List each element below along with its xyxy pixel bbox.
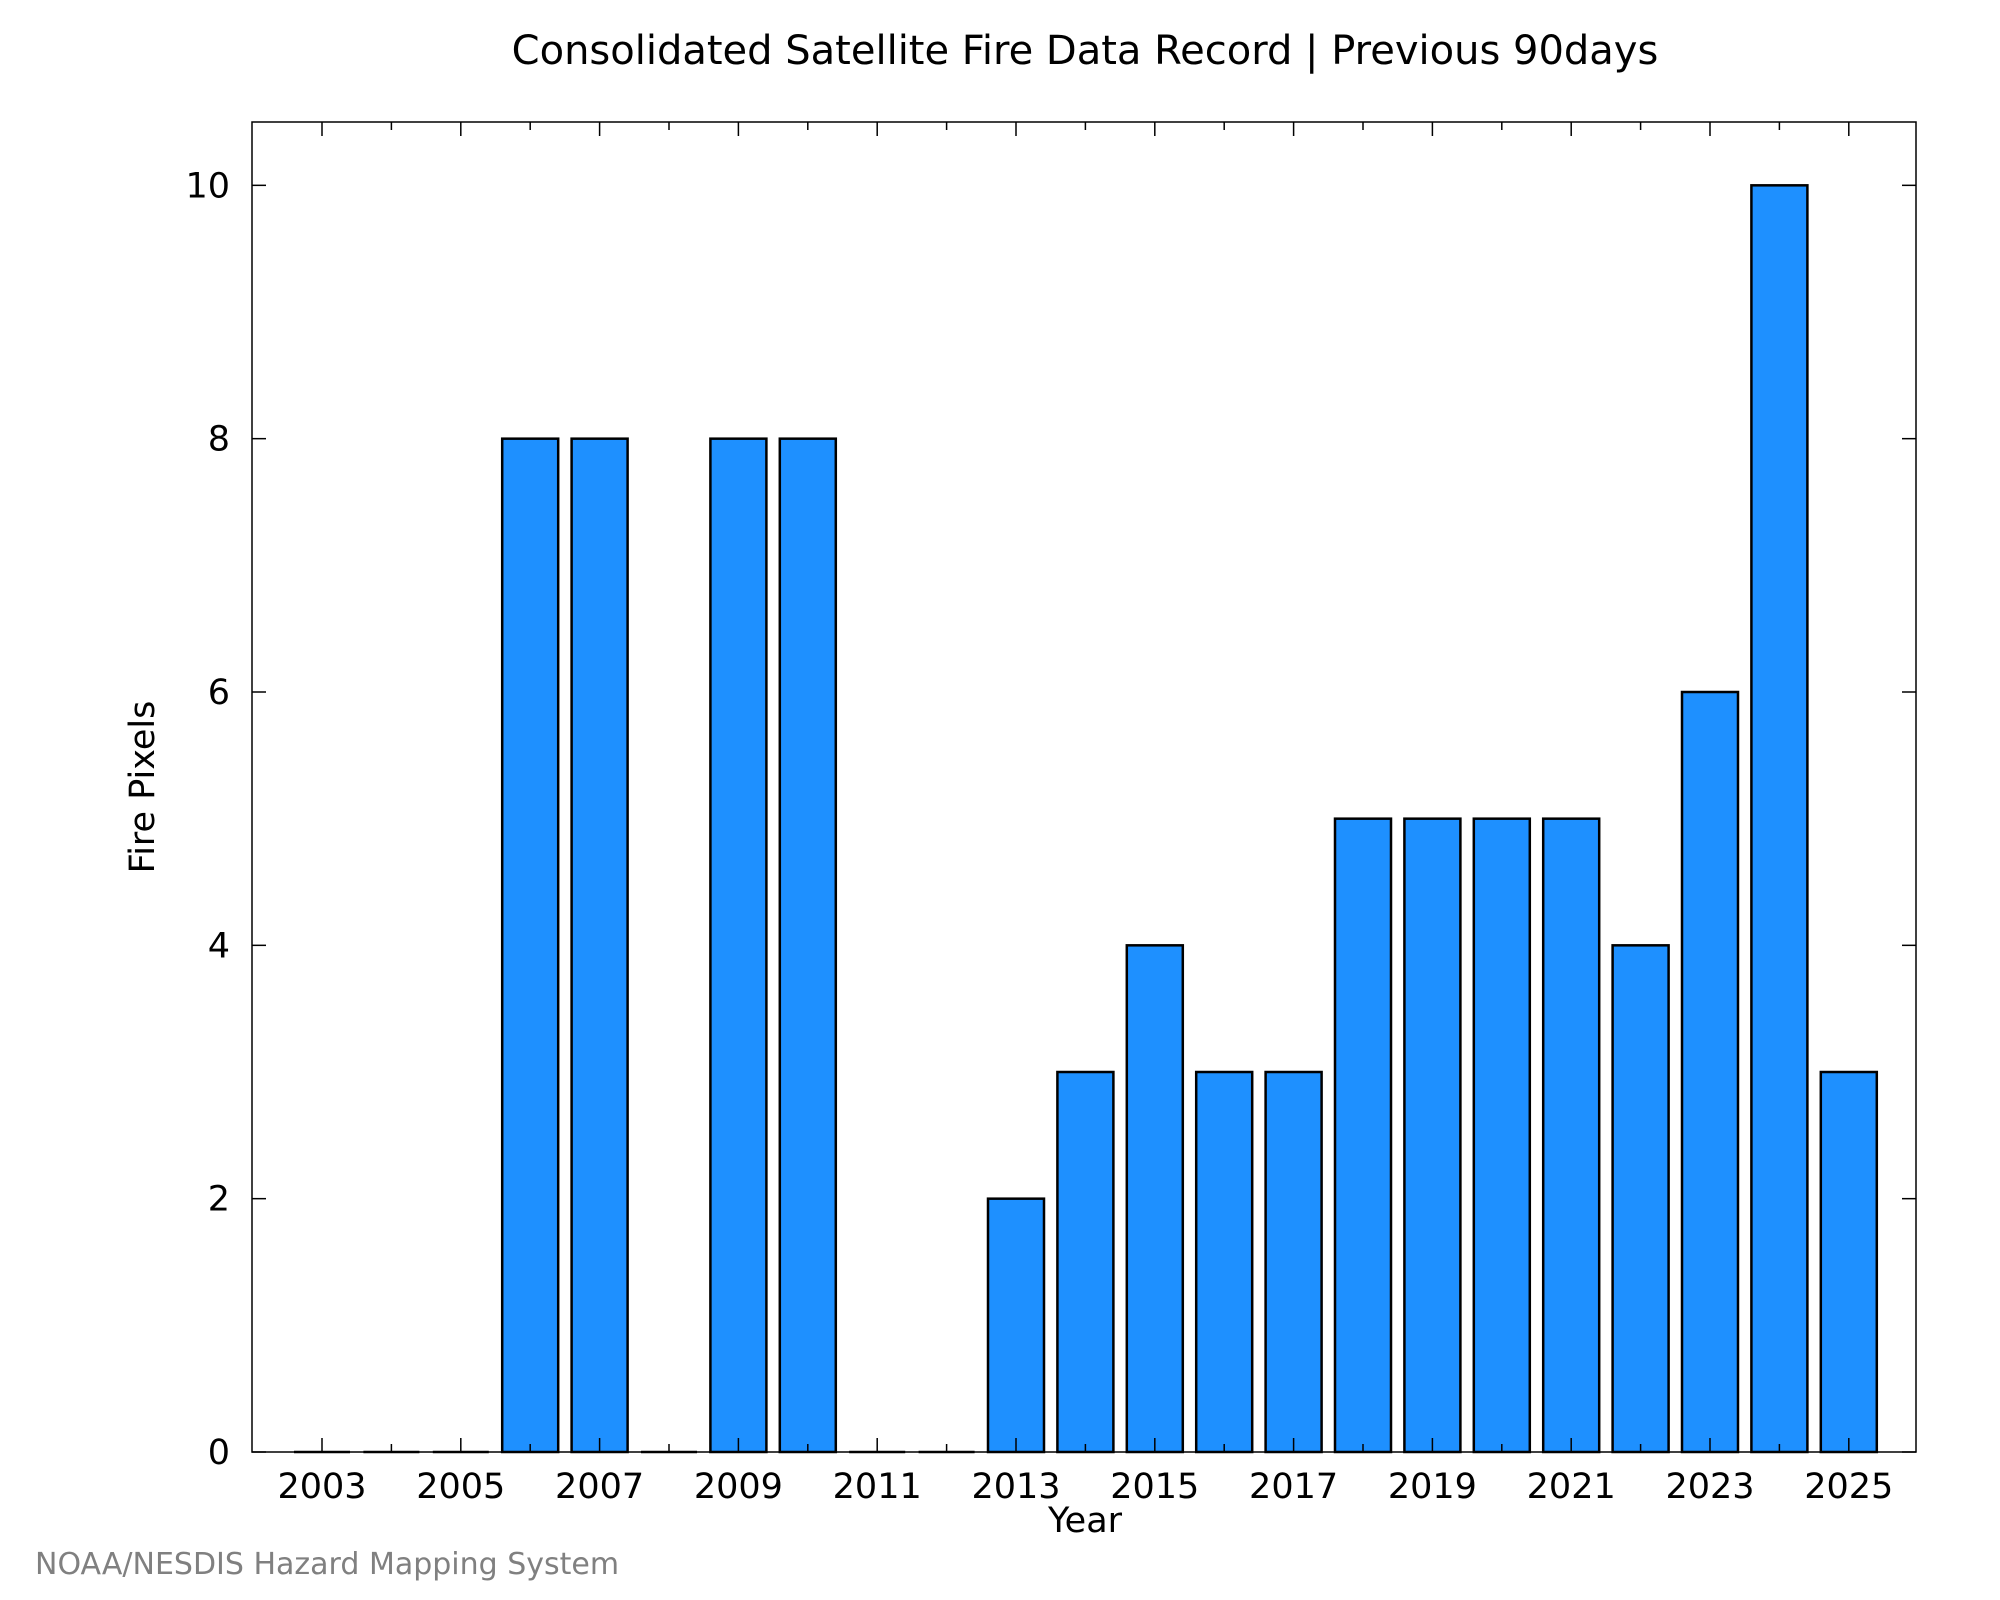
y-tick-label: 10 (185, 166, 230, 206)
bar-2025 (1819, 1070, 1879, 1454)
x-tick-label: 2025 (1804, 1467, 1893, 1507)
bar-2014 (1056, 1070, 1115, 1454)
x-tick-label: 2011 (833, 1467, 922, 1507)
bar-2020 (1472, 817, 1532, 1454)
y-tick-label: 2 (208, 1180, 230, 1220)
bar-2019 (1403, 817, 1462, 1454)
y-axis-label: Fire Pixels (123, 701, 163, 874)
x-tick-label: 2013 (971, 1467, 1060, 1507)
bar-2013 (986, 1197, 1046, 1454)
x-tick-label: 2007 (555, 1467, 644, 1507)
x-axis: 2003 2005 2007 2009 2011 2013 2015 2017 2019 2021… (277, 122, 1893, 1507)
bar-2007 (570, 437, 629, 1454)
x-tick-label: 2023 (1665, 1467, 1754, 1507)
y-tick-label: 8 (208, 420, 230, 460)
y-axis: 0 2 4 6 8 10 (185, 166, 1916, 1473)
plot-frame (251, 121, 1917, 1453)
bar-2017 (1264, 1070, 1323, 1454)
x-tick-label: 2003 (277, 1467, 366, 1507)
bars-group (294, 184, 1879, 1454)
x-tick-label: 2005 (416, 1467, 505, 1507)
x-axis-label: Year (1047, 1501, 1123, 1541)
x-tick-label: 2019 (1388, 1467, 1477, 1507)
y-tick-label: 4 (208, 926, 230, 966)
y-tick-label: 6 (208, 673, 230, 713)
bar-2009 (709, 437, 768, 1454)
bar-2006 (500, 437, 560, 1454)
bar-2010 (778, 437, 838, 1454)
bar-2024 (1750, 184, 1809, 1454)
bar-2023 (1680, 690, 1740, 1454)
x-tick-label: 2009 (694, 1467, 783, 1507)
bar-2016 (1194, 1070, 1254, 1454)
x-tick-label: 2017 (1249, 1467, 1338, 1507)
chart-title: Consolidated Satellite Fire Data Record … (512, 28, 1659, 74)
bar-2021 (1541, 817, 1601, 1454)
y-tick-label: 0 (208, 1433, 230, 1473)
bar-2018 (1333, 817, 1393, 1454)
bar-2015 (1125, 944, 1185, 1454)
x-tick-label: 2015 (1110, 1467, 1199, 1507)
credit-text: NOAA/NESDIS Hazard Mapping System (35, 1547, 619, 1582)
x-tick-label: 2021 (1527, 1467, 1616, 1507)
bar-2022 (1611, 944, 1670, 1454)
